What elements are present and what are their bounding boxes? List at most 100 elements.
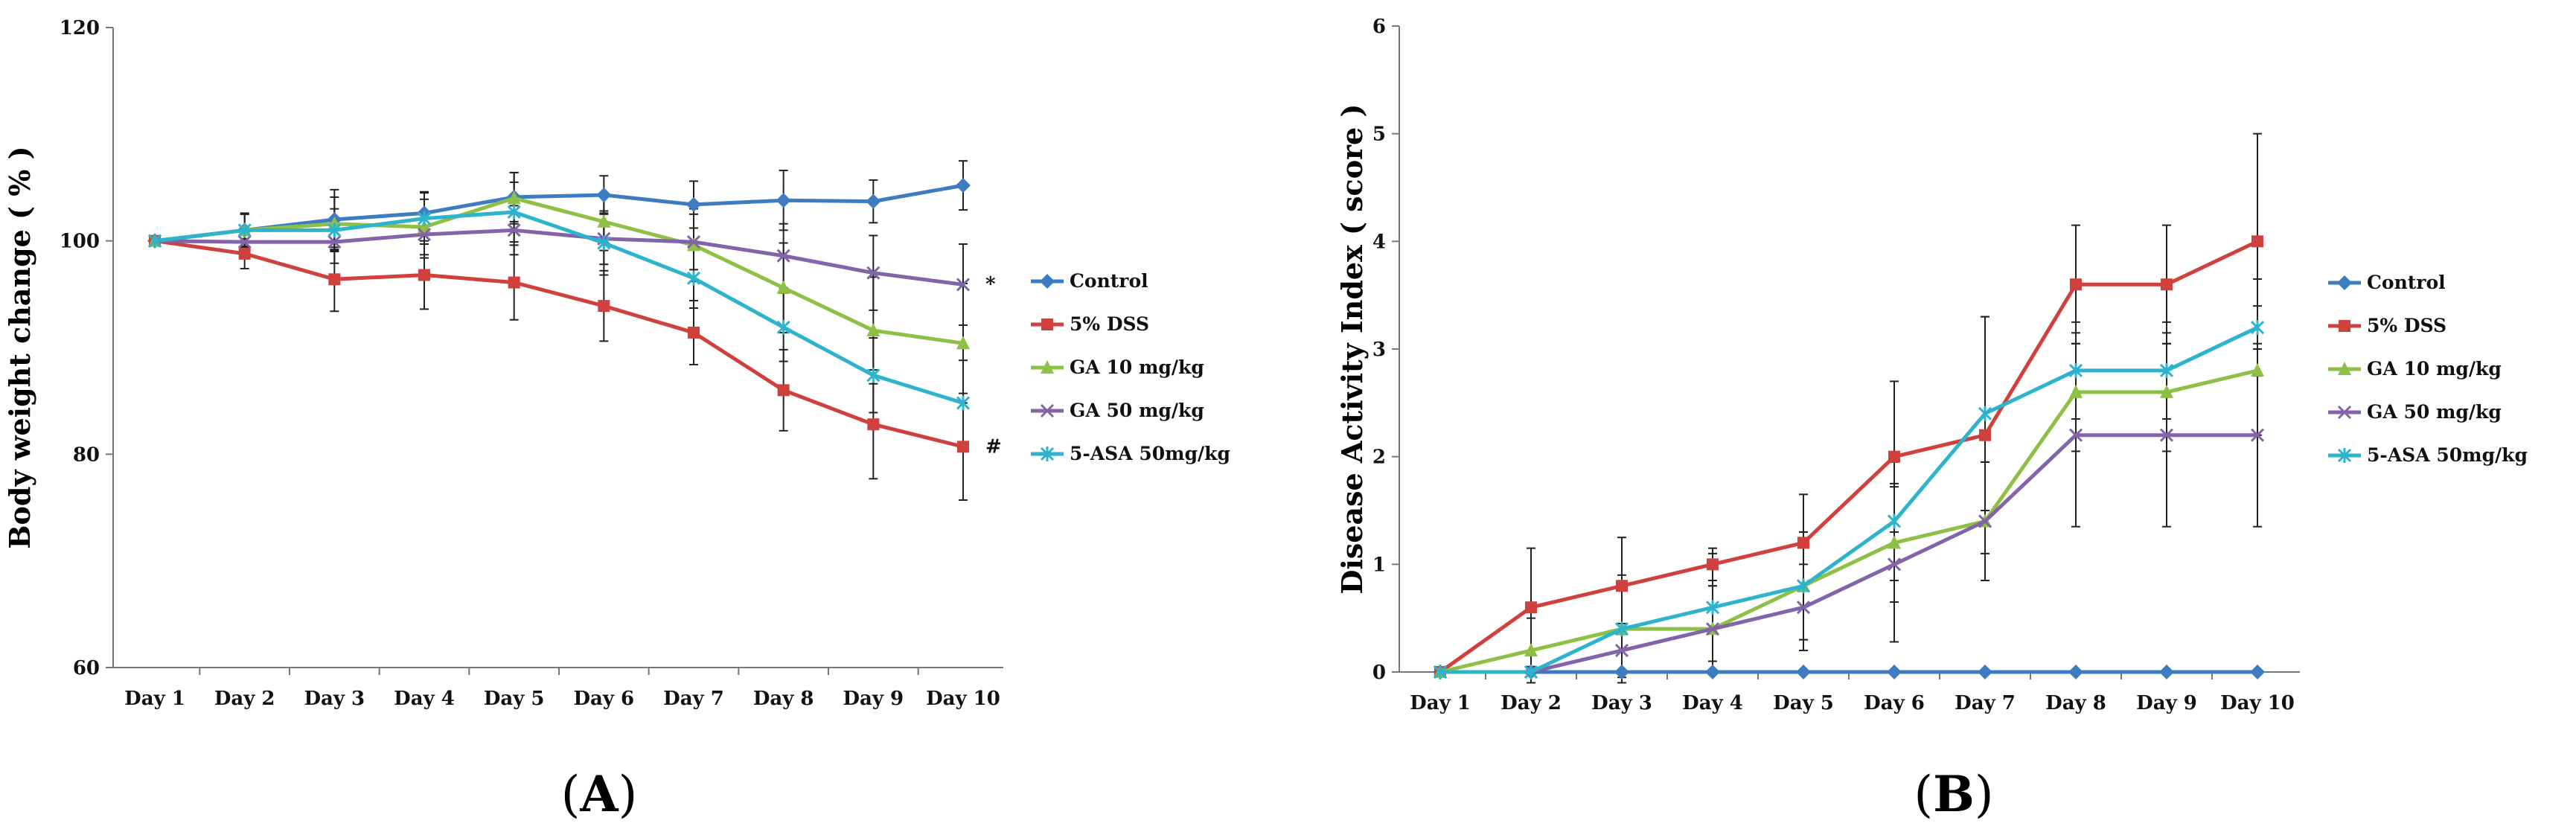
panel-label-a-letter: A: [579, 765, 619, 823]
panel-label-b-letter: B: [1933, 765, 1975, 823]
panel-b-series-line-ga-10-mg-kg: [1439, 368, 2258, 674]
panel-a-point-5-dss: [328, 273, 341, 286]
panel-a-legend-label: 5-ASA 50mg/kg: [1070, 443, 1230, 464]
panel-b-point-ga-50-mg-kg: [2068, 428, 2083, 442]
panel-a-x-tick-label: Day 5: [484, 688, 545, 710]
panel-a-series-line-ga-50-mg-kg: [154, 228, 964, 287]
panel-a-x-tick-label: Day 2: [214, 688, 275, 710]
panel-label-b: (B): [1914, 765, 1993, 823]
panel-b-point-5-dss: [2251, 235, 2263, 248]
panel-b-x-tick-label: Day 7: [1955, 692, 2016, 714]
panel-label-a: (A): [561, 765, 638, 823]
panel-a-x-tick-label: Day 7: [663, 688, 724, 710]
panel-a-point-5-dss: [867, 418, 880, 431]
panel-a-point-ga-50-mg-kg: [956, 278, 971, 292]
panel-b-y-axis-label: Disease Activity Index ( score ): [1335, 104, 1369, 595]
panel-b-point-control: [1887, 665, 1902, 679]
panel-a-point-5-dss: [238, 247, 251, 260]
panel-a-point-ga-10-mg-kg: [956, 336, 970, 350]
panel-a-point-ga-50-mg-kg: [686, 235, 701, 249]
panel-b-x-tick-label: Day 10: [2220, 692, 2295, 714]
panel-a-point-5-asa-50mg-kg: [686, 270, 701, 286]
panel-a-point-5-dss: [957, 441, 969, 453]
panel-b-point-ga-50-mg-kg-stroke-2: [2159, 428, 2174, 442]
panel-b-chart: 0 1 2 3 4 5 6 Day 1 Day 2 Day 3 Day 4 Day 5 Day 6 Day…: [1335, 16, 2528, 714]
panel-a-legend-swatch-marker: [1040, 403, 1055, 418]
panel-a-y-tick-label: 100: [60, 231, 100, 253]
panel-a-point-ga-50-mg-kg-stroke-2: [237, 235, 252, 249]
panel-a-legend-item-ga-50-mg-kg: GA 50 mg/kg: [1031, 400, 1204, 421]
panel-a-point-5-asa-50mg-kg: [417, 211, 432, 226]
panel-a-x-tick-label: Day 6: [574, 688, 635, 710]
panel-a-legend-item-ga-10-mg-kg: GA 10 mg/kg: [1031, 356, 1204, 378]
panel-b-y-tick-label: 0: [1372, 662, 1386, 684]
panel-b-point-5-dss: [1797, 537, 1809, 549]
panel-b-point-ga-10-mg-kg: [2251, 362, 2264, 377]
panel-a-point-control: [596, 188, 612, 203]
panel-a-point-control: [956, 178, 971, 193]
panel-a-point-ga-50-mg-kg: [507, 223, 521, 237]
panel-b-legend-swatch-marker-stroke-2: [2337, 405, 2352, 420]
panel-b-x-tick-label: Day 1: [1410, 692, 1471, 714]
panel-a-point-5-asa-50mg-kg: [776, 319, 790, 335]
panel-b-point-ga-50-mg-kg-stroke-2: [1614, 644, 1629, 658]
panel-a-point-5-asa-50mg-kg: [597, 235, 611, 251]
panel-a-legend-swatch-marker: [1040, 447, 1055, 461]
panel-a-legend-label: Control: [1070, 270, 1148, 292]
panel-a-chart: 60 80 100 120 Day 1 Day 2 Day 3 Day 4 Day 5 Day 6…: [3, 17, 1230, 710]
panel-b-x-tick-label: Day 8: [2045, 692, 2106, 714]
panel-b-point-5-dss: [1888, 450, 1900, 463]
panel-b-x-tick-label: Day 6: [1864, 692, 1925, 714]
panel-b-y-tick-label: 1: [1372, 554, 1386, 576]
panel-b-point-5-asa-50mg-kg: [1978, 406, 1992, 421]
panel-b-point-control: [2250, 665, 2265, 679]
panel-b-point-5-dss: [1525, 601, 1537, 614]
panel-a-point-5-asa-50mg-kg: [237, 223, 252, 238]
panel-b-legend-swatch-marker: [2337, 275, 2352, 290]
panel-a-point-ga-50-mg-kg-stroke-2: [686, 235, 701, 249]
panel-b-y-tick-label: 3: [1372, 339, 1386, 361]
panel-b-legend-label: GA 10 mg/kg: [2367, 358, 2502, 380]
panel-b-legend-label: GA 50 mg/kg: [2367, 401, 2502, 423]
panel-a-legend-label: GA 10 mg/kg: [1070, 356, 1204, 378]
panel-a-point-ga-10-mg-kg: [597, 214, 611, 228]
panel-a-legend-swatch-marker-stroke-2: [1040, 403, 1055, 418]
panel-b-x-tick-label: Day 5: [1773, 692, 1834, 714]
panel-a-x-tick-label: Day 1: [124, 688, 185, 710]
panel-b-point-control: [1796, 665, 1811, 679]
panel-b-point-5-asa-50mg-kg: [1887, 513, 1902, 529]
panel-a-x-tick-label: Day 3: [304, 688, 365, 710]
panel-b-legend-label: Control: [2367, 272, 2446, 293]
panel-a-point-ga-50-mg-kg: [776, 249, 790, 263]
panel-b-series-line-ga-50-mg-kg: [1440, 433, 2257, 674]
panel-b-x-tick-label: Day 3: [1591, 692, 1652, 714]
panel-a-point-ga-50-mg-kg: [327, 235, 342, 249]
panel-b-series-line-5-dss: [1439, 240, 2259, 674]
panel-a-point-ga-10-mg-kg: [507, 191, 521, 205]
panel-a-x-tick-label: Day 10: [926, 688, 1000, 710]
panel-b-point-5-dss: [2070, 278, 2082, 291]
panel-a-point-ga-10-mg-kg: [687, 237, 700, 252]
panel-a-point-ga-50-mg-kg-stroke-2: [956, 278, 971, 292]
panel-a-point-ga-10-mg-kg: [866, 323, 880, 337]
panel-b-point-5-asa-50mg-kg: [2250, 320, 2265, 336]
panel-a-legend-item-5-dss: 5% DSS: [1031, 313, 1149, 335]
panel-b-point-ga-50-mg-kg-stroke-2: [1887, 557, 1902, 572]
panel-b-legend-swatch-marker: [2339, 320, 2350, 332]
panel-a-point-5-dss: [418, 269, 430, 281]
panel-b-point-control: [1978, 665, 1992, 679]
panel-a-point-5-dss: [508, 276, 520, 289]
panel-b-point-ga-50-mg-kg-stroke-2: [2250, 428, 2265, 442]
panel-b-point-ga-50-mg-kg: [1796, 601, 1811, 615]
panel-a-point-5-asa-50mg-kg: [507, 204, 521, 220]
panel-b-point-5-dss: [1616, 580, 1628, 592]
panel-a-point-ga-50-mg-kg: [237, 235, 252, 249]
panel-b-legend-swatch-marker: [2338, 362, 2351, 375]
panel-b-point-ga-50-mg-kg: [1614, 644, 1629, 658]
panel-b-point-5-asa-50mg-kg: [2159, 362, 2174, 378]
panel-a-point-ga-50-mg-kg-stroke-2: [507, 223, 521, 237]
panel-b-point-ga-50-mg-kg: [1978, 514, 1992, 528]
panel-b-series-line-5-asa-50mg-kg: [1440, 325, 2259, 674]
panel-b-point-5-dss: [2161, 278, 2173, 291]
panel-b-point-5-dss: [1979, 429, 1991, 441]
